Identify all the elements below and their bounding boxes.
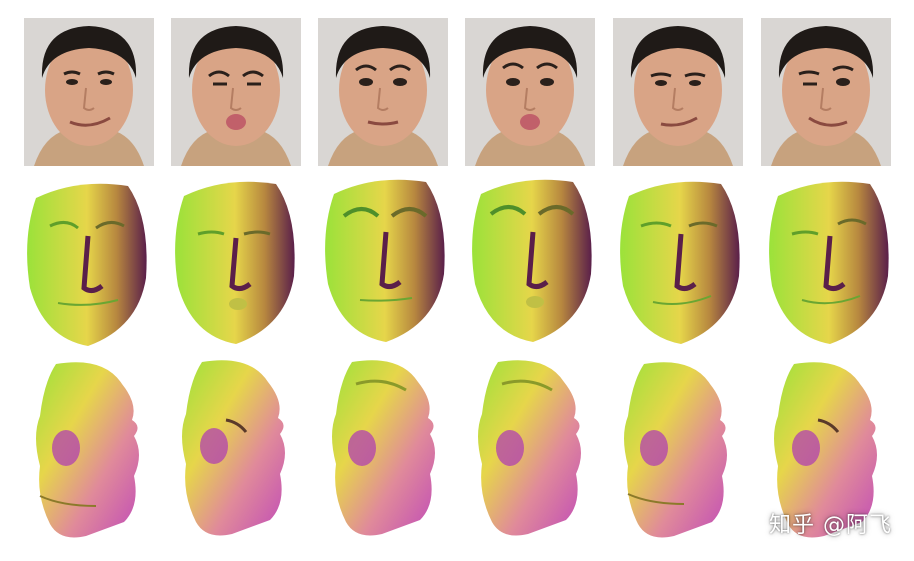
face-photo-2 xyxy=(171,18,301,166)
front-mesh-1 xyxy=(18,178,148,353)
front-mesh-5 xyxy=(611,176,741,351)
front-mesh-3 xyxy=(316,174,446,349)
front-mesh-6 xyxy=(760,176,890,351)
side-mesh-2 xyxy=(172,354,292,540)
face-photo-5 xyxy=(613,18,743,166)
side-mesh-4 xyxy=(468,354,588,540)
face-photo-4 xyxy=(465,18,595,166)
face-photo-3 xyxy=(318,18,448,166)
side-mesh-6 xyxy=(764,356,884,542)
face-photo-6 xyxy=(761,18,891,166)
side-mesh-3 xyxy=(322,354,442,540)
side-mesh-1 xyxy=(26,356,146,542)
watermark: 知乎 @阿飞 xyxy=(769,513,892,538)
front-mesh-4 xyxy=(463,174,593,349)
front-mesh-2 xyxy=(166,176,296,351)
side-mesh-5 xyxy=(614,356,734,542)
face-photo-1 xyxy=(24,18,154,166)
